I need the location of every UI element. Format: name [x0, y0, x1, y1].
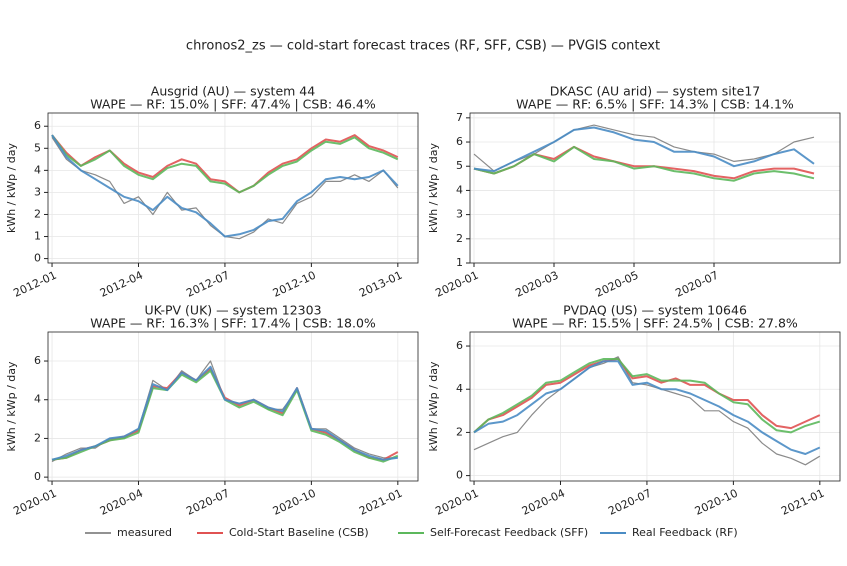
- panel-title: Ausgrid (AU) — system 44: [151, 84, 315, 99]
- panel-title: DKASC (AU arid) — system site17: [550, 84, 761, 99]
- x-tick-label: 2020-07: [184, 487, 231, 518]
- y-tick-label: 0: [34, 252, 41, 265]
- x-tick-label: 2020-01: [11, 487, 58, 518]
- x-tick-label: 2012-10: [271, 269, 318, 300]
- y-tick-label: 4: [34, 393, 41, 406]
- x-tick-label: 2021-01: [357, 487, 404, 518]
- y-tick-label: 4: [34, 163, 41, 176]
- x-tick-label: 2020-05: [593, 269, 640, 300]
- panel-subtitle: WAPE — RF: 15.5% | SFF: 24.5% | CSB: 27.…: [512, 316, 798, 331]
- plot-frame: [47, 112, 419, 264]
- series-line: [473, 358, 821, 434]
- y-tick-label: 6: [34, 119, 41, 132]
- y-tick-label: 6: [34, 354, 41, 367]
- series-line: [473, 360, 821, 455]
- x-tick-label: 2012-07: [184, 269, 231, 300]
- x-tick-label: 2020-04: [98, 487, 145, 518]
- y-tick-label: 3: [456, 208, 463, 221]
- x-tick-label: 2021-01: [779, 487, 826, 518]
- figure-title: chronos2_zs — cold-start forecast traces…: [186, 39, 660, 54]
- series-line: [51, 365, 398, 461]
- x-tick-label: 2020-10: [271, 487, 318, 518]
- x-tick-label: 2012-04: [98, 269, 145, 300]
- y-tick-label: 6: [456, 135, 463, 148]
- y-tick-label: 5: [456, 159, 463, 172]
- x-tick-label: 2020-07: [673, 269, 720, 300]
- y-tick-label: 5: [34, 141, 41, 154]
- panel-title: UK-PV (UK) — system 12303: [144, 303, 321, 318]
- y-tick-label: 4: [456, 382, 463, 395]
- plot-frame: [469, 112, 841, 264]
- y-tick-label: 7: [456, 111, 463, 124]
- plot-frame: [47, 331, 419, 482]
- x-tick-label: 2020-07: [606, 487, 653, 518]
- y-axis-label: kWh / kWp / day: [5, 361, 18, 452]
- series-line: [51, 134, 399, 194]
- x-tick-label: 2012-01: [11, 269, 58, 300]
- y-tick-label: 6: [456, 339, 463, 352]
- legend-label: Real Feedback (RF): [632, 526, 738, 539]
- y-tick-label: 2: [34, 431, 41, 444]
- series-line: [473, 145, 815, 182]
- y-tick-label: 2: [34, 207, 41, 220]
- plot-area: [48, 332, 418, 481]
- series-line: [473, 126, 815, 173]
- y-tick-label: 0: [34, 470, 41, 483]
- y-axis-label: kWh / kWp / day: [427, 361, 440, 452]
- series-line: [473, 358, 821, 434]
- x-tick-label: 2013-01: [357, 269, 404, 300]
- x-tick-label: 2020-04: [520, 487, 567, 518]
- x-tick-label: 2020-10: [693, 487, 740, 518]
- y-axis-label: kWh / kWp / day: [5, 142, 18, 233]
- y-tick-label: 4: [456, 183, 463, 196]
- y-tick-label: 2: [456, 425, 463, 438]
- series-line: [473, 356, 821, 466]
- y-axis-label: kWh / kWp / day: [427, 142, 440, 233]
- x-tick-label: 2020-01: [433, 487, 480, 518]
- panel-subtitle: WAPE — RF: 6.5% | SFF: 14.3% | CSB: 14.1…: [516, 97, 794, 112]
- y-tick-label: 1: [456, 256, 463, 269]
- plot-frame: [469, 331, 841, 482]
- y-tick-label: 0: [456, 469, 463, 482]
- legend-label: Self-Forecast Feedback (SFF): [430, 526, 588, 539]
- plot-area: [470, 332, 840, 481]
- x-tick-label: 2020-03: [513, 269, 560, 300]
- plot-area: [470, 113, 840, 263]
- y-tick-label: 1: [34, 230, 41, 243]
- legend-label: Cold-Start Baseline (CSB): [229, 526, 369, 539]
- y-tick-label: 2: [456, 232, 463, 245]
- panel-subtitle: WAPE — RF: 15.0% | SFF: 47.4% | CSB: 46.…: [90, 97, 376, 112]
- panel-subtitle: WAPE — RF: 16.3% | SFF: 17.4% | CSB: 18.…: [90, 316, 376, 331]
- series-line: [51, 134, 399, 238]
- x-tick-label: 2020-01: [433, 269, 480, 300]
- legend-label: measured: [117, 526, 172, 539]
- panel-title: PVDAQ (US) — system 10646: [563, 303, 747, 318]
- y-tick-label: 3: [34, 185, 41, 198]
